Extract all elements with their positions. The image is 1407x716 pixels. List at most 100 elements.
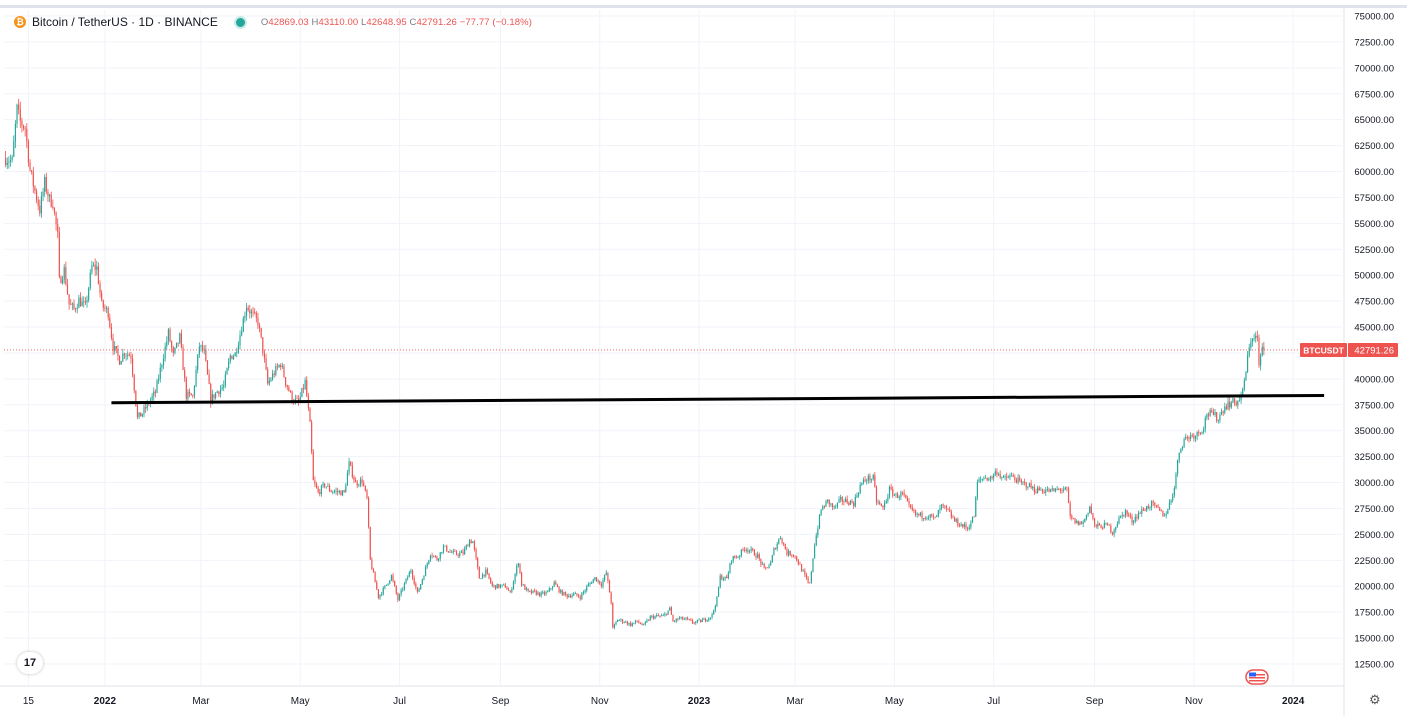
candle-body — [384, 585, 386, 588]
candle-body — [877, 502, 879, 504]
candle-body — [449, 551, 451, 553]
symbol-title[interactable]: Bitcoin / TetherUS · 1D · BINANCE — [32, 15, 218, 29]
candle-body — [356, 482, 358, 486]
candle-body — [975, 497, 977, 517]
y-tick-label: 52500.00 — [1354, 245, 1394, 256]
candle-body — [486, 569, 489, 574]
candle-body — [1248, 347, 1250, 356]
candle-body — [724, 576, 726, 580]
candle-body — [309, 408, 311, 422]
candle-body — [776, 543, 778, 550]
candle-body — [551, 586, 554, 589]
candle-body — [898, 496, 900, 498]
candle-body — [944, 505, 946, 507]
candle-body — [726, 576, 728, 579]
candle-body — [683, 619, 685, 620]
candle-body — [770, 562, 772, 566]
tradingview-logo-icon[interactable]: 17 — [17, 652, 43, 674]
candle-body — [967, 527, 969, 529]
candle-body — [141, 413, 143, 417]
x-tick-label: 2023 — [688, 696, 711, 707]
candle-body — [612, 602, 614, 628]
candle-body — [716, 596, 718, 607]
candle-body — [800, 564, 803, 572]
candle-body — [234, 352, 236, 357]
candle-body — [1020, 480, 1022, 483]
candle-body — [1035, 492, 1037, 494]
candle-body — [918, 513, 920, 516]
candle-body — [687, 617, 689, 620]
candle-body — [721, 575, 723, 580]
candle-body — [669, 607, 671, 611]
candle-body — [1009, 475, 1011, 478]
y-tick-label: 70000.00 — [1354, 63, 1394, 74]
candle-body — [1077, 520, 1079, 526]
candle-body — [797, 560, 799, 564]
candle-body — [50, 194, 52, 207]
candle-body — [773, 548, 775, 556]
candle-body — [115, 346, 117, 350]
y-tick-label: 37500.00 — [1354, 400, 1394, 411]
candle-body — [426, 563, 428, 568]
candle-body — [258, 325, 261, 328]
candle-body — [621, 619, 624, 623]
candle-body — [1111, 532, 1114, 535]
candle-body — [1219, 414, 1221, 421]
candle-body — [1160, 510, 1162, 512]
candle-body — [561, 590, 563, 596]
candle-body — [831, 503, 834, 508]
candle-body — [1105, 522, 1107, 524]
candle-body — [428, 560, 430, 564]
candle-body — [844, 498, 847, 502]
candle-body — [446, 545, 448, 552]
us-market-flag-icon[interactable] — [1245, 669, 1269, 685]
candle-body — [299, 396, 301, 402]
candle-body — [1040, 489, 1042, 491]
candle-body — [978, 479, 980, 482]
candle-body — [192, 395, 194, 397]
candle-body — [138, 412, 140, 418]
candle-body — [861, 483, 863, 485]
y-tick-label: 67500.00 — [1354, 89, 1394, 100]
candle-body — [587, 584, 589, 587]
candle-body — [517, 563, 519, 567]
candle-body — [118, 355, 121, 365]
candle-body — [459, 552, 461, 556]
candle-body — [167, 329, 170, 342]
candle-body — [628, 622, 630, 625]
candle-body — [857, 492, 860, 496]
candle-body — [57, 224, 59, 233]
candle-body — [649, 616, 651, 621]
candle-body — [799, 563, 801, 565]
y-tick-label: 55000.00 — [1354, 219, 1394, 230]
candle-body — [1141, 509, 1143, 514]
candle-body — [265, 358, 267, 370]
candle-body — [569, 595, 572, 598]
candle-body — [245, 307, 248, 316]
candle-body — [818, 515, 821, 529]
candle-body — [965, 524, 967, 528]
candle-body — [1180, 448, 1182, 453]
candle-body — [843, 501, 845, 503]
settings-gear-icon[interactable]: ⚙ — [1369, 692, 1381, 707]
candle-body — [682, 616, 684, 620]
candle-body — [420, 584, 422, 590]
candle-body — [604, 574, 606, 581]
candle-body — [838, 499, 840, 503]
x-tick-label: Nov — [591, 696, 609, 707]
candle-body — [760, 558, 762, 565]
candle-body — [350, 461, 352, 466]
candle-body — [1206, 414, 1208, 418]
candle-body — [60, 276, 62, 284]
candle-body — [24, 128, 26, 130]
candle-body — [291, 391, 293, 402]
candle-body — [739, 555, 741, 557]
candle-body — [276, 366, 279, 368]
candle-body — [958, 525, 961, 527]
candle-body — [1136, 516, 1138, 519]
candle-body — [1224, 406, 1226, 413]
candle-body — [737, 556, 739, 558]
candle-body — [504, 584, 506, 588]
candle-body — [1079, 521, 1081, 526]
